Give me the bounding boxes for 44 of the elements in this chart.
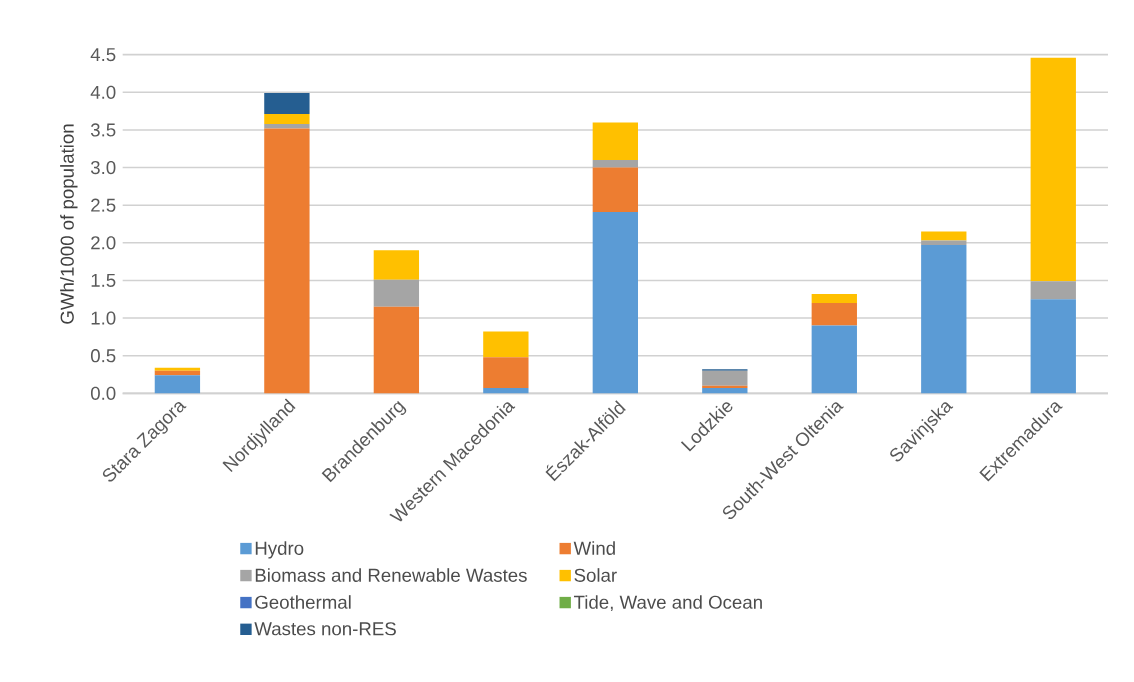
bar [811, 293, 857, 304]
bar [592, 167, 638, 212]
legend-label: Geothermal [255, 595, 351, 609]
bar [1030, 57, 1076, 282]
legend-label: Solar [574, 568, 617, 582]
y-tick-label: 1.5 [91, 273, 116, 287]
y-tick-label: 2.0 [91, 236, 116, 250]
y-tick-label: 4.5 [90, 48, 116, 62]
bar [811, 325, 857, 394]
bar [264, 123, 310, 129]
bar [154, 367, 201, 371]
bar [373, 279, 420, 307]
bar [811, 303, 857, 326]
bar [264, 128, 310, 394]
bar [483, 388, 529, 394]
bar [702, 370, 748, 386]
bar [154, 375, 201, 394]
y-tick-label: 0.0 [90, 386, 116, 400]
bar [373, 250, 420, 280]
bar [921, 231, 967, 241]
bar [483, 331, 529, 358]
y-tick-label: 2.5 [91, 198, 116, 212]
bar [264, 114, 310, 124]
bar [373, 306, 420, 394]
bar [592, 122, 638, 161]
y-tick-label: 4.0 [90, 85, 116, 99]
y-tick-label: 3.0 [90, 160, 116, 175]
bar [702, 388, 748, 394]
y-tick-label: 0.5 [90, 349, 116, 363]
y-axis-title: GWh/1000 of population [60, 124, 78, 324]
legend-label: Tide, Wave and Ocean [573, 595, 762, 612]
bar [1030, 281, 1076, 300]
legend-label: Wastes non-RES [254, 622, 396, 636]
y-tick-label: 1.0 [91, 311, 116, 325]
bar [592, 211, 638, 394]
bar [264, 93, 310, 115]
bar [921, 245, 967, 394]
legend-label: Wind [573, 541, 615, 555]
bar [483, 357, 529, 389]
y-tick-label: 3.5 [90, 123, 116, 137]
bar [1030, 299, 1076, 394]
bar [592, 160, 638, 168]
legend-label: Hydro [255, 541, 304, 559]
legend-label: Biomass and Renewable Wastes [255, 568, 527, 582]
